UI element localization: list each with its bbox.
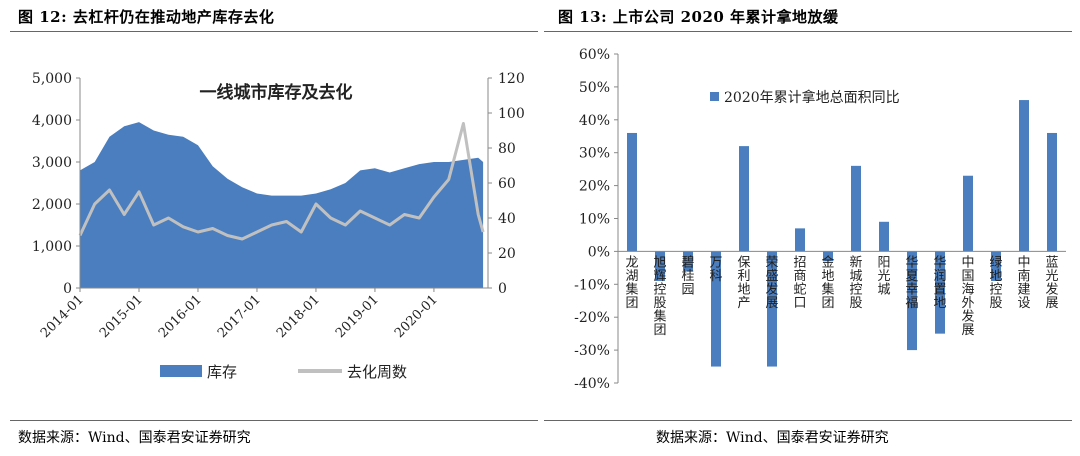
bar [627,132,637,252]
left-y-tick-label: 1,000 [32,239,72,255]
source-note: 数据来源：Wind、国泰君安证券研究 [18,430,251,446]
y-tick-label: -40% [574,376,610,392]
left-y-tick-label: 0 [63,281,72,297]
y-tick-label: 40% [579,113,610,129]
legend-label-inventory: 库存 [207,363,237,381]
x-tick-label: 2016-01 [156,292,205,341]
category-label: 中南建设 [1017,255,1030,311]
left-y-tick-label: 3,000 [32,155,72,171]
category-label: 中国海外发展 [961,255,974,338]
right-y-tick-label: 80 [498,141,516,157]
bar [1019,100,1029,252]
bar [711,251,721,367]
x-tick-label: 2014-01 [38,292,87,341]
y-tick-label: 50% [579,80,610,96]
y-tick-label: 60% [579,47,610,63]
right-y-tick-label: 60 [498,176,516,192]
y-tick-label: 10% [579,212,610,228]
bar [991,251,1001,282]
right-y-tick-label: 20 [498,246,516,262]
bar [935,251,945,334]
legend-label: 2020年累计拿地总面积同比 [724,89,900,106]
left-figure-panel: 图 12: 去杠杆仍在推动地产库存去化 0 1,000 2,000 3,000 4,00… [10,8,538,446]
legend-swatch [710,92,719,101]
right-y-tick-label: 0 [498,281,507,297]
category-label: 阳光城 [877,255,890,297]
figure-title: 图 12: 去杠杆仍在推动地产库存去化 [18,8,275,26]
bar [767,251,777,367]
bar [655,251,665,282]
bar [683,251,693,272]
x-tick-label: 2017-01 [215,292,264,341]
y-tick-label: 30% [579,146,610,162]
y-tick-label: -30% [574,343,610,359]
bar [823,251,833,262]
left-y-tick-label: 5,000 [32,71,72,87]
category-label: 万科 [709,255,722,284]
left-y-tick-label: 4,000 [32,113,72,129]
title-divider [10,31,538,32]
category-label: 华润置地 [933,255,946,311]
turnover-weeks-line [78,122,485,241]
bar [739,146,749,252]
category-label: 金地集团 [821,254,834,311]
x-tick-label: 2019-01 [333,292,382,341]
category-label: 保利地产 [737,255,750,311]
x-tick-label: 2020-01 [392,292,441,341]
right-y-tick-label: 120 [498,71,525,87]
source-note: 数据来源：Wind、国泰君安证券研究 [656,430,889,446]
category-label: 新城控股 [849,254,862,311]
land-acquisition-bar-chart: 60% 50% 40% 30% 20% 10% 0% -10% -20% -30% -40% 龙湖集团… [574,47,1066,392]
bar [1047,132,1057,252]
bar [907,251,917,351]
right-y-tick-label: 40 [498,211,516,227]
title-divider [544,31,1072,32]
category-label: 碧桂园 [681,255,694,297]
bar [795,228,805,252]
y-tick-label: -20% [574,310,610,326]
figure-title: 图 13: 上市公司 2020 年累计拿地放缓 [558,8,839,26]
category-label: 旭辉控股集团 [653,255,666,338]
category-label: 荣盛发展 [765,255,778,311]
category-label: 招商蛇口 [793,255,806,311]
category-label: 绿地控股 [989,255,1002,311]
inventory-area-chart: 0 1,000 2,000 3,000 4,000 5,000 0 20 40 60 80 100 12… [32,71,525,381]
x-tick-label: 2018-01 [274,292,323,341]
inventory-area [80,122,484,288]
category-label: 蓝光发展 [1045,255,1058,311]
right-figure-panel: 图 13: 上市公司 2020 年累计拿地放缓 60% 50% 40% 30% 20% 1… [540,0,1080,456]
category-label: 华夏幸福 [905,255,918,311]
chart-title: 一线城市库存及去化 [200,82,353,103]
source-divider [544,420,1072,421]
y-tick-label: -10% [574,277,610,293]
y-tick-label: 0% [588,244,610,260]
right-y-tick-label: 100 [498,106,525,122]
category-label: 龙湖集团 [625,255,638,311]
bar [851,165,861,252]
bar [879,221,889,252]
left-y-tick-label: 2,000 [32,197,72,213]
source-divider [10,420,538,421]
legend-label-turnover: 去化周数 [347,363,407,381]
x-tick-label: 2015-01 [97,292,146,341]
legend-swatch-inventory [160,365,202,377]
bar [963,175,973,252]
y-tick-label: 20% [579,179,610,195]
